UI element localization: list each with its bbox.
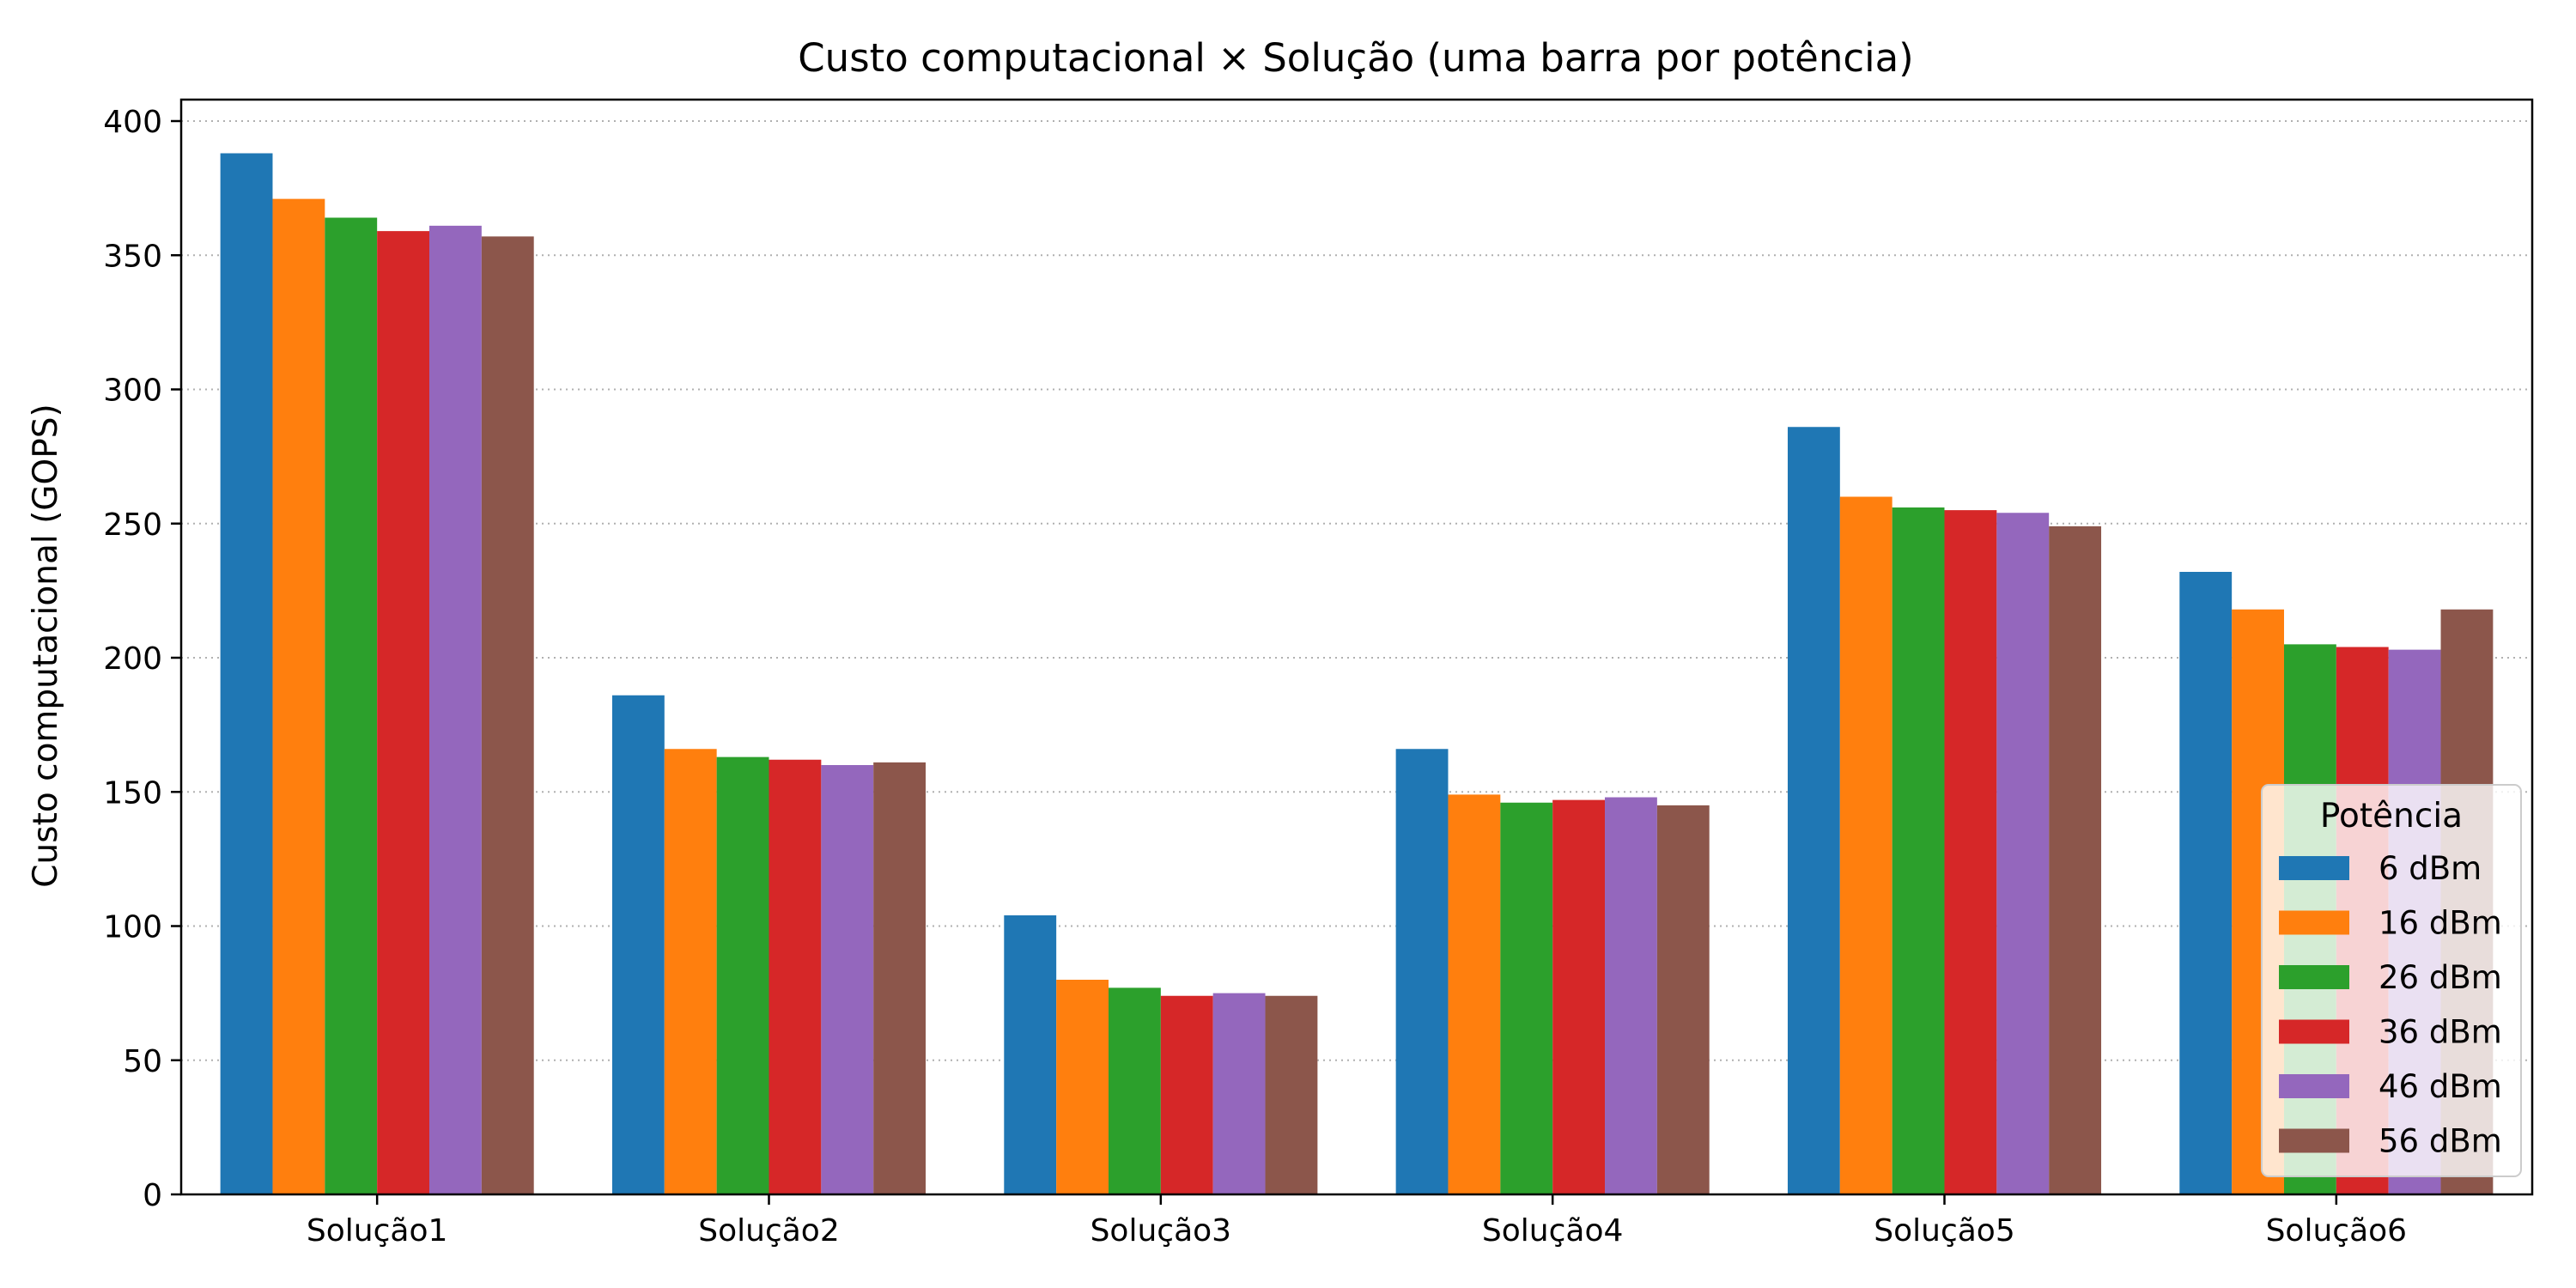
bar-Solução2-56dBm <box>873 762 927 1194</box>
bar-Solução5-26dBm <box>1892 507 1945 1194</box>
legend: Potência 6 dBm 16 dBm 26 dBm 36 dBm 46 dBm 56… <box>2261 784 2522 1177</box>
bar-Solução1-56dBm <box>481 236 534 1194</box>
bar-Solução1-16dBm <box>272 198 325 1194</box>
bar-Solução1-36dBm <box>377 231 430 1194</box>
x-tick-label: Solução4 <box>1482 1213 1623 1249</box>
legend-label: 26 dBm <box>2379 959 2502 996</box>
x-tick-label: Solução3 <box>1091 1213 1231 1249</box>
legend-swatch <box>2279 1074 2349 1098</box>
bar-Solução4-16dBm <box>1448 794 1501 1194</box>
bar-Solução5-46dBm <box>1996 513 2050 1194</box>
bar-Solução2-46dBm <box>821 765 874 1194</box>
y-axis-label: Custo computacional (GOPS) <box>27 404 65 887</box>
legend-label: 6 dBm <box>2379 850 2482 887</box>
y-tick-label: 300 <box>103 374 162 409</box>
legend-label: 16 dBm <box>2379 905 2502 942</box>
legend-label: 36 dBm <box>2379 1014 2502 1051</box>
bar-Solução2-16dBm <box>664 749 717 1194</box>
bar-Solução3-26dBm <box>1108 987 1161 1194</box>
bar-Solução2-36dBm <box>769 759 822 1194</box>
y-tick-label: 350 <box>103 239 162 274</box>
x-tick-label: Solução1 <box>307 1213 447 1249</box>
y-tick-label: 250 <box>103 507 162 543</box>
bar-Solução1-6dBm <box>220 153 273 1194</box>
bar-Solução3-16dBm <box>1056 980 1109 1194</box>
bar-Solução3-36dBm <box>1160 995 1213 1194</box>
bar-Solução3-6dBm <box>1004 915 1057 1194</box>
bar-Solução5-16dBm <box>1839 496 1893 1194</box>
y-tick-label: 150 <box>103 775 162 811</box>
x-tick-label: Solução6 <box>2266 1213 2407 1249</box>
bar-Solução6-6dBm <box>2179 572 2233 1194</box>
chart-title: Custo computacional × Solução (uma barra… <box>798 35 1914 81</box>
bar-Solução4-56dBm <box>1656 805 1710 1194</box>
legend-swatch <box>2279 910 2349 935</box>
y-tick-label: 400 <box>103 105 162 140</box>
bar-Solução5-36dBm <box>1944 510 1997 1194</box>
x-tick-label: Solução5 <box>1874 1213 2014 1249</box>
y-tick-label: 100 <box>103 910 162 945</box>
bar-Solução3-56dBm <box>1265 995 1318 1194</box>
bar-Solução2-6dBm <box>611 695 665 1194</box>
bar-Solução4-36dBm <box>1552 799 1606 1194</box>
y-axis: 0 50 100 150 200 250 300 350 400 <box>103 105 181 1213</box>
plot-frame <box>179 98 2534 1196</box>
bars <box>220 153 2494 1194</box>
x-tick-label: Solução2 <box>698 1213 839 1249</box>
bar-Solução2-26dBm <box>716 756 769 1194</box>
legend-swatch <box>2279 1019 2349 1044</box>
legend-swatch <box>2279 965 2349 989</box>
bar-Solução1-26dBm <box>325 217 378 1194</box>
legend-title: Potência <box>2320 797 2463 835</box>
legend-label: 46 dBm <box>2379 1068 2502 1105</box>
bar-Solução5-6dBm <box>1787 427 1840 1194</box>
bar-Solução1-46dBm <box>429 225 482 1194</box>
y-tick-label: 0 <box>143 1178 162 1213</box>
legend-swatch <box>2279 856 2349 880</box>
x-axis: Solução1 Solução2 Solução3 Solução4 Solução5… <box>307 1194 2407 1249</box>
legend-label: 56 dBm <box>2379 1123 2502 1160</box>
grid-lines <box>181 120 2532 1061</box>
bar-Solução4-6dBm <box>1395 749 1449 1194</box>
y-tick-label: 50 <box>123 1044 162 1079</box>
y-tick-label: 200 <box>103 641 162 677</box>
bar-Solução5-56dBm <box>2049 526 2102 1194</box>
bar-Solução4-46dBm <box>1605 797 1657 1194</box>
bar-Solução3-46dBm <box>1212 993 1266 1194</box>
bar-Solução4-26dBm <box>1500 802 1553 1194</box>
legend-swatch <box>2279 1128 2349 1153</box>
